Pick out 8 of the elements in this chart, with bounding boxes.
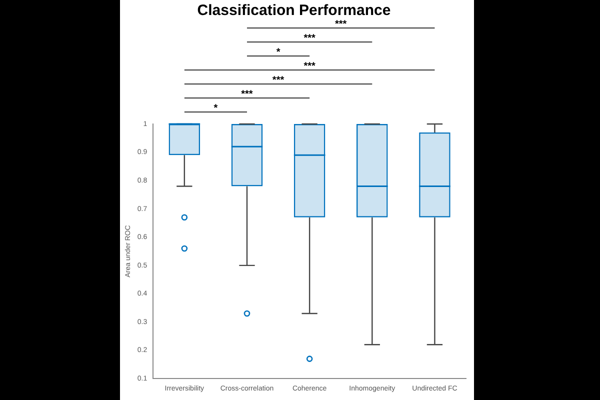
text: * [214, 102, 218, 114]
text: *** [304, 60, 316, 72]
chart-title: Classification Performance [197, 2, 391, 20]
text: * [276, 46, 280, 58]
text: *** [272, 74, 284, 86]
text: *** [335, 18, 347, 30]
text: *** [241, 88, 253, 100]
text: *** [304, 32, 316, 44]
